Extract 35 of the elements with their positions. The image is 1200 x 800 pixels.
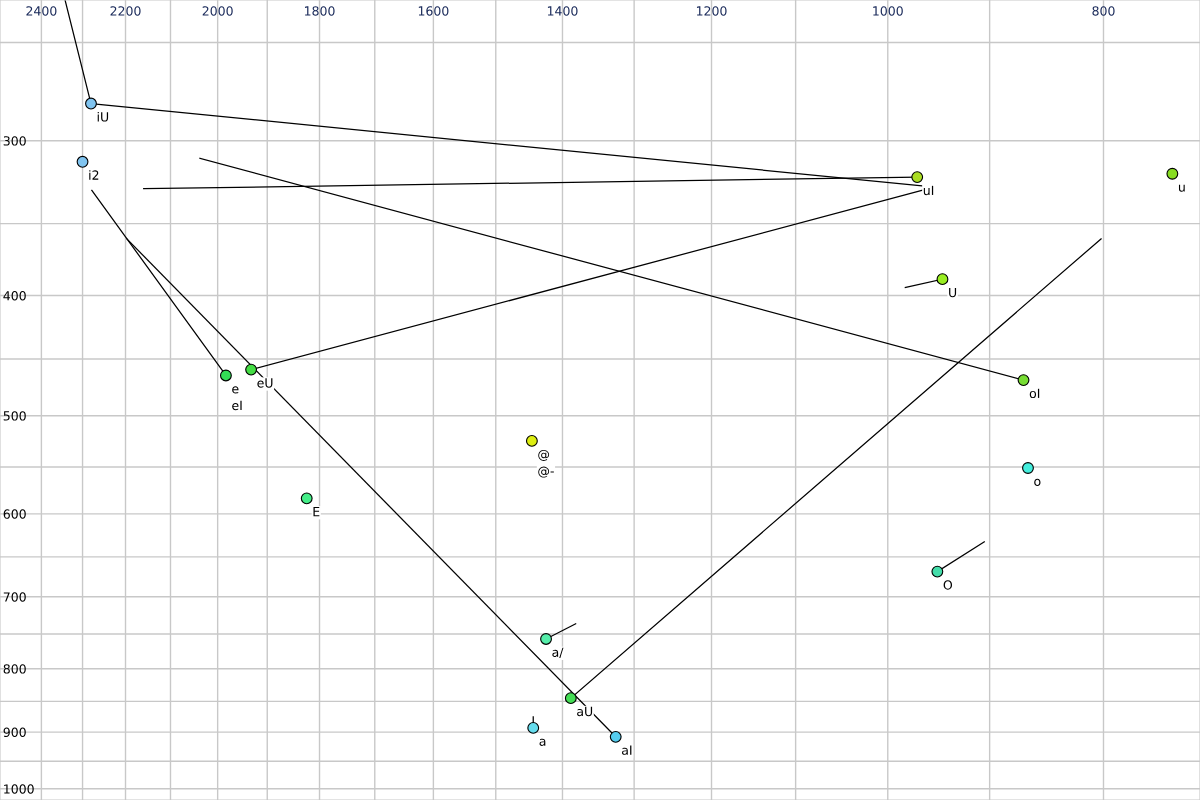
y-tick-label: 900 [3,727,26,738]
annotation: eI [232,400,242,411]
x-tick-label: 1400 [547,6,578,16]
x-tick-label: 800 [1092,6,1115,16]
x-tick-label: 2400 [26,6,57,16]
annotation: @ [538,449,550,461]
annotation: @- [538,466,554,478]
annotation: uI [923,185,934,196]
y-tick-label: 800 [3,664,26,674]
annotation: aU [577,706,593,717]
annotation: U [949,287,957,298]
annotation: iU [97,111,109,122]
x-tick-label: 2200 [110,6,141,16]
annotation: u [1178,184,1185,192]
y-tick-label: 1000 [4,784,34,794]
y-tick-label: 700 [3,592,26,602]
annotation: oI [1029,388,1040,399]
y-tick-label: 500 [3,411,26,421]
annotation: O [943,580,953,590]
annotation: a/ [552,647,564,658]
annotation: o [1034,478,1041,486]
annotation: e [232,386,239,394]
x-tick-label: 1200 [696,6,727,16]
x-tick-label: 1000 [873,6,903,16]
x-tick-label: 1800 [304,6,335,16]
annotation: aI [622,745,632,755]
y-tick-label: 600 [3,509,26,519]
x-tick-label: 2000 [202,6,233,16]
y-tick-label: 300 [3,136,26,146]
annotation: eU [257,378,273,388]
annotation: i2 [89,170,99,180]
annotation: a [539,738,546,746]
annotation: E [313,507,320,517]
x-tick-label: 1600 [418,6,449,16]
y-tick-label: 400 [3,291,26,301]
